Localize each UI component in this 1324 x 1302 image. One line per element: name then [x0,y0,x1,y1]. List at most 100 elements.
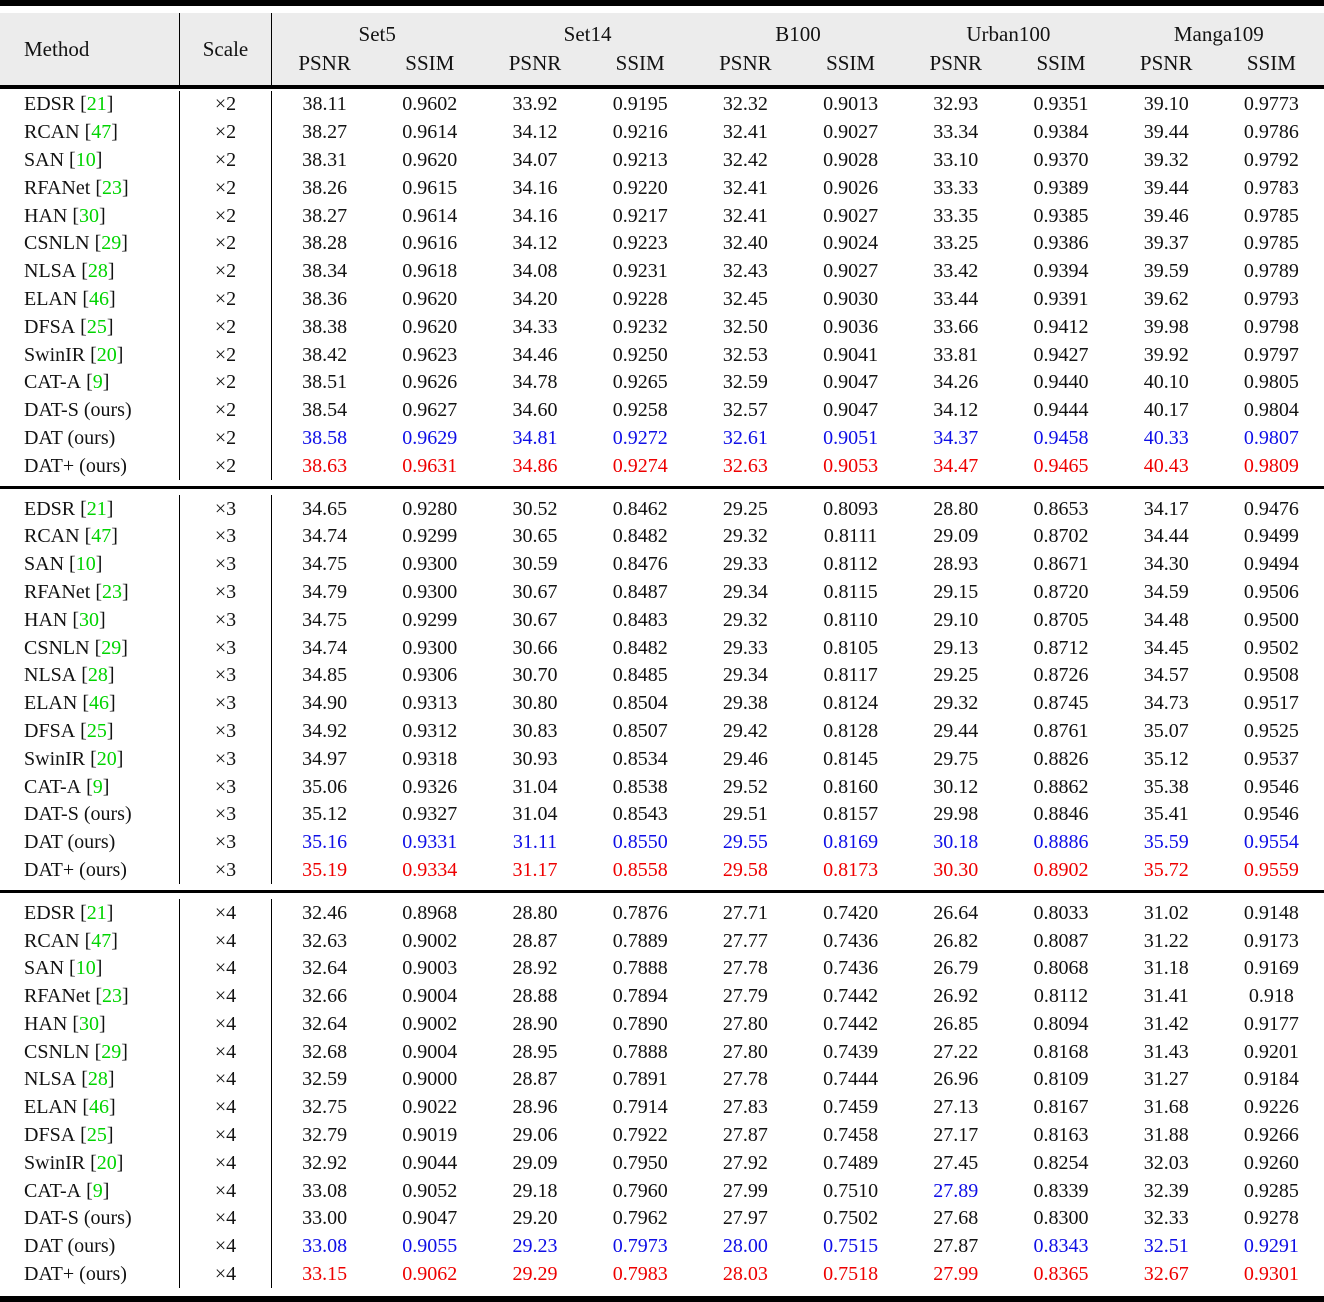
cell-set14-psnr: 30.93 [512,747,558,770]
citation-bracket: ] [107,664,115,687]
citation-bracket: [ [81,1179,93,1202]
col-group-urban100: Urban100 [966,22,1051,46]
cell-b100-ssim: 0.8115 [823,580,878,603]
cell-b100-psnr: 29.46 [722,747,768,770]
cell-manga109-ssim: 0.9792 [1243,148,1299,171]
cell-manga109-ssim: 0.9173 [1243,929,1299,952]
citation-link[interactable]: 28 [87,1068,108,1091]
cell-set14-psnr: 29.09 [512,1151,558,1174]
citation-link[interactable]: 23 [101,176,122,199]
citation-link[interactable]: 10 [75,553,96,576]
citation-link[interactable]: 29 [101,636,122,659]
citation-link[interactable]: 30 [79,608,100,631]
citation-link[interactable]: 47 [91,929,112,952]
cell-manga109-ssim: 0.9805 [1243,371,1299,394]
scale-cell: ×4 [180,1149,272,1178]
citation-link[interactable]: 30 [79,1012,100,1035]
scale-x2-block: EDSR [21] ×2 38.11 0.9602 33.92 0.9195 32.32 0.… [0,89,1324,483]
citation-link[interactable]: 21 [86,901,107,924]
cell-b100-psnr: 29.32 [722,525,768,548]
cell-set14-psnr: 34.78 [512,371,558,394]
citation-link[interactable]: 9 [92,1179,103,1202]
citation-link[interactable]: 25 [86,315,107,338]
method-cell: CAT-A [9] [0,368,180,397]
citation-bracket: [ [79,929,92,952]
cell-urban100-psnr: 29.15 [933,580,979,603]
citation-link[interactable]: 9 [92,775,103,798]
cell-set14-psnr: 30.65 [512,525,558,548]
citation-link[interactable]: 10 [75,148,96,171]
citation-link[interactable]: 28 [87,260,108,283]
citation-link[interactable]: 46 [89,692,109,715]
citation-link[interactable]: 23 [101,580,122,603]
cell-b100-ssim: 0.8093 [823,497,879,520]
citation-link[interactable]: 21 [86,497,107,520]
citation-link[interactable]: 10 [75,957,96,980]
cell-urban100-psnr: 26.64 [933,901,979,924]
method-cell: SAN [10] [0,954,180,983]
cell-urban100-ssim: 0.8300 [1033,1207,1089,1230]
table-row: ELAN [46] ×4 32.75 0.9022 28.96 0.7914 27.83 0.… [0,1093,1324,1122]
cell-b100-psnr: 32.32 [722,93,768,116]
cell-b100-psnr: 27.83 [722,1096,768,1119]
citation-link[interactable]: 47 [91,525,112,548]
cell-manga109-ssim: 0.9260 [1243,1151,1299,1174]
cell-manga109-ssim: 0.9184 [1243,1068,1299,1091]
citation-link[interactable]: 21 [86,93,107,116]
citation-link[interactable]: 46 [89,287,109,310]
citation-link[interactable]: 47 [91,121,112,144]
method-label: DAT-S (ours) [24,399,132,422]
citation-link[interactable]: 20 [96,747,117,770]
cell-urban100-psnr: 33.44 [933,287,979,310]
cell-set5-ssim: 0.9044 [402,1151,458,1174]
citation-link[interactable]: 9 [92,371,103,394]
cell-manga109-psnr: 34.73 [1143,692,1189,715]
citation-link[interactable]: 28 [87,664,108,687]
cell-urban100-ssim: 0.8726 [1033,664,1089,687]
scale-x3-block: EDSR [21] ×3 34.65 0.9280 30.52 0.8462 29.25 0.… [0,493,1324,887]
method-label: ELAN [24,1096,78,1119]
citation-bracket: [ [75,901,87,924]
citation-link[interactable]: 29 [101,1040,122,1063]
citation-link[interactable]: 46 [89,1096,109,1119]
method-label: RFANet [24,176,91,199]
cell-urban100-psnr: 27.68 [933,1207,979,1230]
cell-set5-ssim: 0.9614 [402,121,458,144]
citation-bracket: [ [79,525,92,548]
cell-urban100-psnr: 27.22 [933,1040,979,1063]
cell-set5-psnr: 32.68 [302,1040,348,1063]
cell-manga109-psnr: 40.17 [1143,399,1189,422]
citation-bracket: ] [95,957,103,980]
cell-set14-ssim: 0.7914 [612,1096,668,1119]
citation-link[interactable]: 20 [96,343,117,366]
table-row: SwinIR [20] ×2 38.42 0.9623 34.46 0.9250 32.53… [0,341,1324,369]
method-label: NLSA [24,1068,77,1091]
cell-b100-ssim: 0.8110 [823,608,878,631]
scale-cell: ×4 [180,1010,272,1039]
citation-link[interactable]: 20 [96,1151,117,1174]
cell-set5-psnr: 32.75 [302,1096,348,1119]
cell-manga109-ssim: 0.9809 [1243,454,1299,477]
cell-set14-psnr: 33.92 [512,93,558,116]
method-label: EDSR [24,93,76,116]
citation-bracket: ] [102,1179,110,1202]
citation-link[interactable]: 29 [101,232,122,255]
cell-set14-ssim: 0.9272 [612,426,668,449]
citation-link[interactable]: 23 [101,985,122,1008]
cell-manga109-psnr: 39.62 [1143,287,1189,310]
cell-b100-ssim: 0.7420 [823,901,879,924]
citation-link[interactable]: 30 [79,204,100,227]
table-row: HAN [30] ×2 38.27 0.9614 34.16 0.9217 32.41 0.9… [0,202,1324,230]
cell-manga109-psnr: 35.41 [1143,803,1189,826]
cell-urban100-ssim: 0.8720 [1033,580,1089,603]
cell-urban100-psnr: 34.12 [933,399,979,422]
method-label: ELAN [24,287,78,310]
cell-manga109-ssim: 0.918 [1248,985,1294,1008]
cell-set5-psnr: 32.66 [302,985,348,1008]
method-cell: EDSR [21] [0,91,180,119]
citation-link[interactable]: 25 [86,1124,107,1147]
scale-cell: ×3 [180,578,272,607]
method-cell: EDSR [21] [0,495,180,523]
scale-cell: ×3 [180,689,272,718]
citation-link[interactable]: 25 [86,719,107,742]
